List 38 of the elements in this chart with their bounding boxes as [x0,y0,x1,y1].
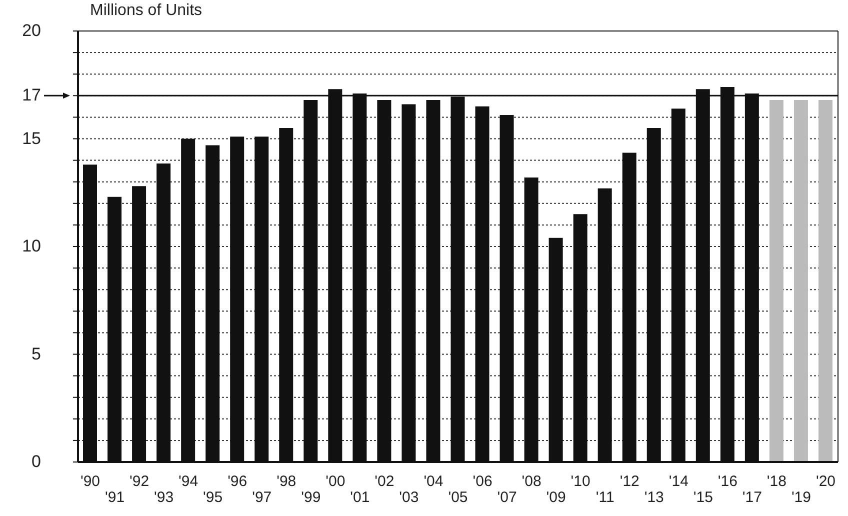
x-tick-label: '02 [374,473,394,490]
x-tick-label: '08 [522,473,542,490]
y-tick-label: 0 [32,452,41,471]
x-tick-label: '91 [104,489,125,506]
y-tick-label: 15 [22,128,41,148]
x-tick-label: '06 [472,473,492,490]
x-tick-label: '20 [816,473,836,490]
x-tick-label: '97 [252,489,272,506]
x-tick-label: '11 [596,489,614,506]
x-tick-label: '10 [570,473,590,490]
x-tick-label: '12 [620,473,640,490]
x-tick-label: '05 [448,489,468,506]
y-axis-title: Millions of Units [90,2,202,20]
x-tick-label: '15 [693,489,713,506]
x-tick-label: '09 [546,489,566,506]
x-tick-label: '94 [178,473,198,490]
x-tick-label: '04 [424,473,444,490]
x-tick-label: '18 [766,473,786,490]
x-tick-label: '03 [399,489,419,506]
x-tick-label: '17 [742,489,762,506]
x-tick-label: '93 [154,489,174,506]
x-tick-label: '19 [791,489,812,506]
x-tick-label: '95 [203,489,223,506]
x-tick-label: '16 [718,473,738,490]
x-tick-label: '92 [130,473,150,490]
x-tick-label: '00 [326,473,346,490]
x-tick-label: '01 [350,489,370,506]
x-tick-label: '96 [228,473,248,490]
x-tick-label: '98 [276,473,296,490]
x-tick-label: '99 [301,489,321,506]
x-tick-label: '07 [497,489,517,506]
x-tick-label: '13 [644,489,664,506]
y-tick-label: 10 [22,236,41,256]
y-tick-label: 17 [22,86,41,105]
y-tick-label: 5 [32,344,41,364]
x-tick-label: '14 [668,473,688,490]
x-tick-label: '90 [80,473,100,490]
y-tick-label: 20 [22,21,41,40]
